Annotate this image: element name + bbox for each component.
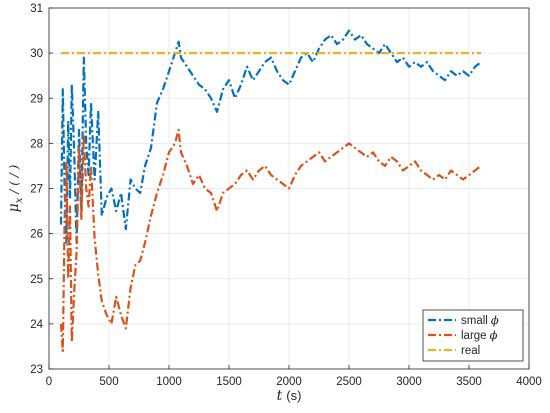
legend-label-text: real (461, 345, 480, 357)
legend-label: small ϕ (461, 313, 499, 327)
legend-label-symbol: ϕ (490, 328, 498, 342)
x-tick-label: 1500 (216, 376, 242, 388)
legend-item-large-phi: large ϕ (428, 328, 498, 342)
series-layer (59, 29, 482, 353)
y-tick-label: 24 (30, 319, 43, 331)
y-tick-label: 25 (30, 274, 43, 286)
legend-label-text: large (461, 330, 487, 342)
x-axis-ticks: 0 500 1000 1500 2000 2500 3000 3500 4000 (46, 365, 542, 388)
y-tick-label: 27 (30, 184, 43, 196)
x-tick-label: 0 (46, 376, 52, 388)
y-tick-label: 23 (30, 364, 43, 376)
x-axis-title-unit: (s) (286, 388, 301, 403)
x-tick-label: 3000 (396, 376, 422, 388)
x-tick-label: 1000 (156, 376, 182, 388)
legend-label: large ϕ (461, 328, 498, 342)
legend-label-text: small (461, 315, 488, 327)
legend-item-small-phi: small ϕ (428, 313, 499, 327)
x-tick-label: 500 (99, 376, 118, 388)
y-tick-label: 28 (30, 138, 43, 150)
series-line-large-phi (59, 128, 482, 353)
y-tick-label: 29 (30, 93, 43, 105)
x-axis-title-main: t (277, 388, 283, 404)
y-tick-label: 31 (30, 3, 43, 15)
series-line-small-phi (59, 29, 482, 244)
x-tick-label: 3500 (456, 376, 482, 388)
y-axis-title-main: μ (6, 203, 22, 212)
x-tick-label: 2500 (336, 376, 362, 388)
legend-label-symbol: ϕ (491, 313, 499, 327)
y-axis-title-subscript: x (14, 197, 25, 203)
x-tick-label: 4000 (516, 376, 542, 388)
y-axis-ticks: 23 24 25 26 27 28 29 30 31 (30, 3, 53, 376)
x-axis-title: t (s) (277, 388, 302, 404)
y-axis-title-rest: / ( / ) (7, 164, 21, 194)
x-tick-label: 2000 (276, 376, 302, 388)
y-tick-label: 26 (30, 229, 43, 241)
y-axis-title: μx / ( / ) (6, 164, 25, 212)
legend-label: real (461, 345, 480, 357)
legend-item-real: real (428, 345, 480, 357)
y-tick-label: 30 (30, 48, 43, 60)
